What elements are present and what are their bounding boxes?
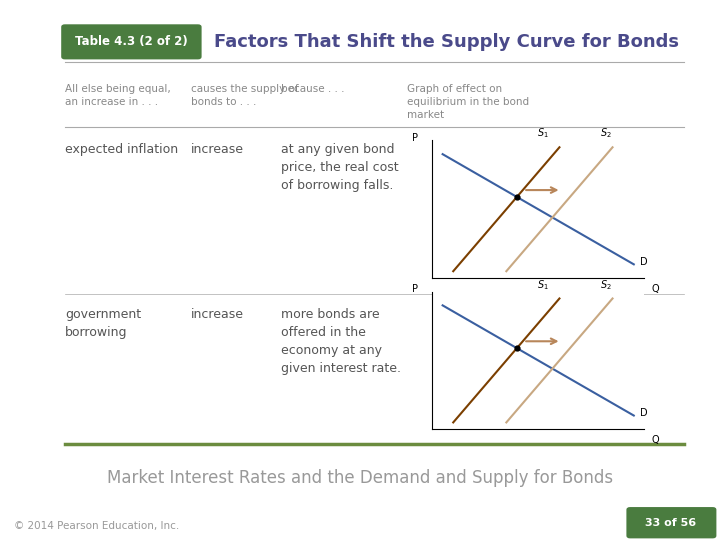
Text: more bonds are
offered in the
economy at any
given interest rate.: more bonds are offered in the economy at…: [281, 308, 401, 375]
FancyBboxPatch shape: [626, 507, 716, 538]
Text: $S_1$: $S_1$: [536, 278, 549, 292]
Text: Table 4.3 (2 of 2): Table 4.3 (2 of 2): [75, 35, 188, 49]
Text: P: P: [412, 133, 418, 143]
Text: Factors That Shift the Supply Curve for Bonds: Factors That Shift the Supply Curve for …: [214, 33, 679, 51]
Text: All else being equal,
an increase in . . .: All else being equal, an increase in . .…: [65, 84, 171, 107]
Text: government
borrowing: government borrowing: [65, 308, 141, 339]
Text: Q: Q: [651, 284, 659, 294]
Text: P: P: [412, 284, 418, 294]
Text: Market Interest Rates and the Demand and Supply for Bonds: Market Interest Rates and the Demand and…: [107, 469, 613, 487]
Text: $S_2$: $S_2$: [600, 278, 612, 292]
Text: because . . .: because . . .: [281, 84, 344, 94]
Text: Graph of effect on
equilibrium in the bond
market: Graph of effect on equilibrium in the bo…: [407, 84, 529, 120]
Text: © 2014 Pearson Education, Inc.: © 2014 Pearson Education, Inc.: [14, 522, 180, 531]
Text: increase: increase: [191, 308, 244, 321]
Text: D: D: [640, 408, 648, 418]
Text: causes the supply of
bonds to . . .: causes the supply of bonds to . . .: [191, 84, 298, 107]
FancyBboxPatch shape: [61, 24, 202, 59]
Text: Q: Q: [651, 435, 659, 445]
Text: D: D: [640, 257, 648, 267]
Text: $S_1$: $S_1$: [536, 126, 549, 140]
Text: expected inflation: expected inflation: [65, 143, 178, 156]
Text: at any given bond
price, the real cost
of borrowing falls.: at any given bond price, the real cost o…: [281, 143, 398, 192]
Text: increase: increase: [191, 143, 244, 156]
Text: $S_2$: $S_2$: [600, 126, 612, 140]
Text: 33 of 56: 33 of 56: [645, 518, 697, 528]
